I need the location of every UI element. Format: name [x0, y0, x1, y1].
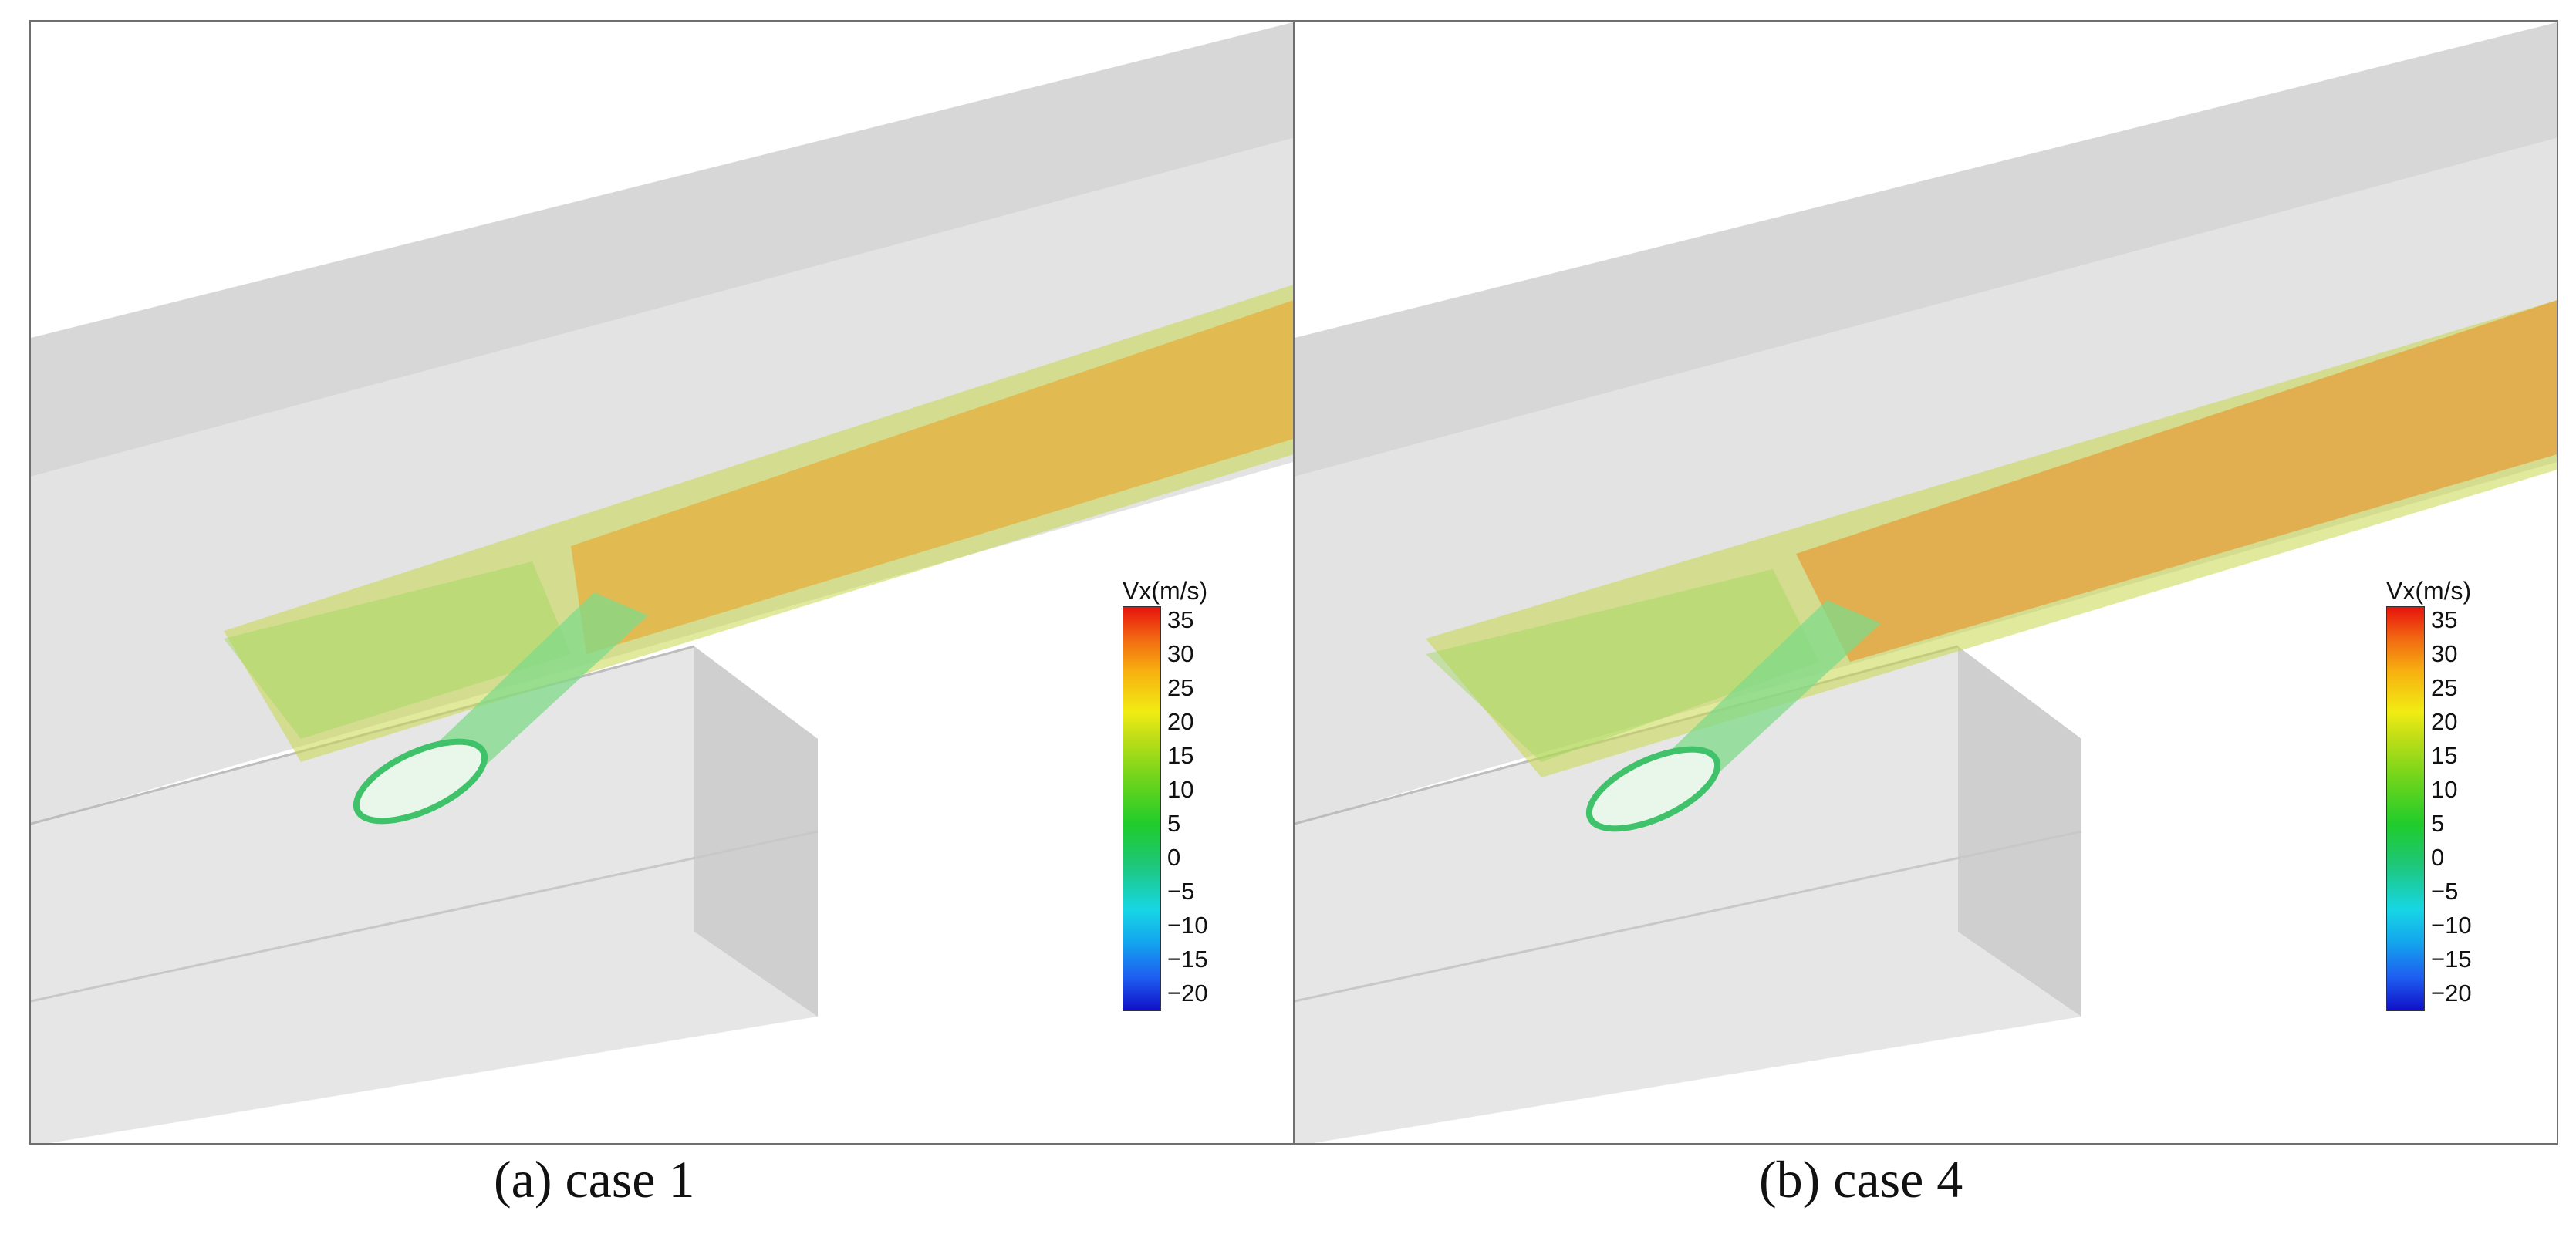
colorbar-tick: −5: [1167, 878, 1195, 905]
colorbar-tick: 5: [2431, 810, 2445, 837]
colorbar-title: Vx(m/s): [1123, 577, 1208, 605]
flow-scene-image: [1295, 22, 2557, 1143]
caption-case-1: (a) case 1: [494, 1150, 695, 1209]
colorbar-tick: 15: [2431, 742, 2458, 769]
colorbar-gradient: [1123, 606, 1161, 1011]
colorbar-tick: 35: [2431, 606, 2458, 633]
colorbar-tick: −5: [2431, 878, 2459, 905]
colorbar-tick: 25: [2431, 674, 2458, 701]
panel-case-1: Vx(m/s) 35 30 25 20 15 10 5 0 −5 −10 −15…: [29, 20, 1295, 1145]
colorbar-tick: 20: [2431, 708, 2458, 735]
colorbar-tick: 5: [1167, 810, 1181, 837]
colorbar-tick: −15: [2431, 946, 2472, 973]
caption-case-4: (b) case 4: [1759, 1150, 1963, 1209]
colorbar-tick: 30: [1167, 640, 1194, 667]
colorbar-tick: 25: [1167, 674, 1194, 701]
colorbar-tick: −10: [2431, 912, 2472, 939]
colorbar-tick: 20: [1167, 708, 1194, 735]
colorbar-title: Vx(m/s): [2386, 577, 2472, 605]
colorbar-tick: 15: [1167, 742, 1194, 769]
colorbar-tick: −15: [1167, 946, 1208, 973]
colorbar: Vx(m/s) 35 30 25 20 15 10 5 0 −5 −10 −15…: [2386, 577, 2502, 1024]
panel-case-4: Vx(m/s) 35 30 25 20 15 10 5 0 −5 −10 −15…: [1293, 20, 2558, 1145]
colorbar-gradient: [2386, 606, 2425, 1011]
colorbar-tick: 10: [1167, 776, 1194, 803]
colorbar-tick: 35: [1167, 606, 1194, 633]
colorbar-tick: 30: [2431, 640, 2458, 667]
colorbar: Vx(m/s) 35 30 25 20 15 10 5 0 −5 −10 −15…: [1123, 577, 1238, 1024]
flow-scene-image: [31, 22, 1293, 1143]
colorbar-tick: −10: [1167, 912, 1208, 939]
colorbar-tick: 0: [1167, 844, 1181, 871]
colorbar-tick: 10: [2431, 776, 2458, 803]
colorbar-tick: 0: [2431, 844, 2445, 871]
colorbar-tick: −20: [2431, 980, 2472, 1007]
colorbar-tick: −20: [1167, 980, 1208, 1007]
